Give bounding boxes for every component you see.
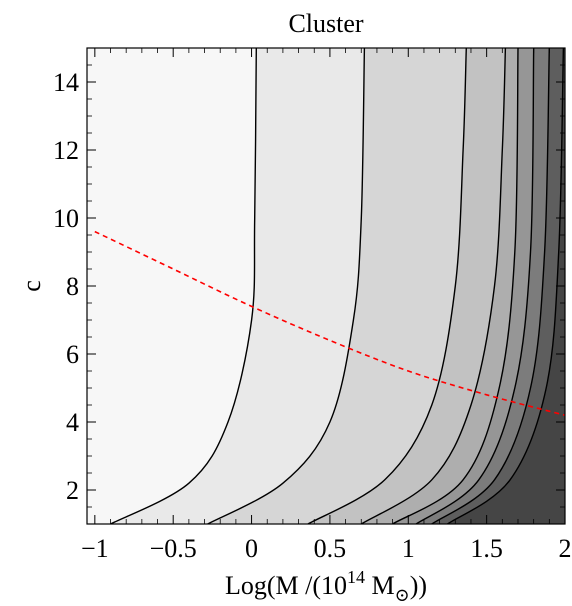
- contour-line: [415, 48, 535, 524]
- x-label-exponent: 14: [347, 567, 365, 587]
- contour-lines: [110, 48, 565, 524]
- contour-line: [307, 48, 467, 524]
- contour-line: [431, 48, 550, 524]
- y-tick-label: 2: [66, 476, 79, 505]
- x-axis-label: Log(M /(1014 M⊙)): [225, 567, 427, 605]
- y-tick-label: 4: [66, 408, 79, 437]
- dashed-curve-layer: [94, 230, 565, 416]
- contour-line: [110, 48, 257, 524]
- y-tick-label: 6: [66, 340, 79, 369]
- y-tick-label: 12: [53, 136, 79, 165]
- contour-region: [447, 48, 565, 524]
- chart-title: Cluster: [288, 9, 363, 38]
- contour-line: [360, 48, 507, 524]
- y-axis-label: c: [17, 280, 46, 292]
- x-tick-label: −1: [81, 534, 109, 563]
- contour-line: [392, 48, 519, 524]
- contour-region: [431, 48, 565, 524]
- x-label-middle: M: [365, 571, 395, 600]
- y-tick-label: 10: [53, 204, 79, 233]
- x-tick-label: 2: [559, 534, 572, 563]
- x-label-subscript: ⊙: [395, 585, 410, 605]
- tick-labels: −1 −0.5 0 0.5 1 1.5 2 2 4 6 8 10 12 14: [53, 68, 572, 563]
- contour-fills: [87, 48, 565, 524]
- x-tick-label: 0: [245, 534, 258, 563]
- contour-line: [207, 48, 366, 524]
- x-tick-label: 1.5: [470, 534, 503, 563]
- x-tick-label: 1: [402, 534, 415, 563]
- y-tick-label: 8: [66, 272, 79, 301]
- axis-ticks: [87, 47, 566, 524]
- x-label-prefix: Log(M /(10: [225, 571, 347, 600]
- dashed-curve: [94, 230, 565, 416]
- x-tick-label: 0.5: [314, 534, 347, 563]
- x-label-suffix: )): [410, 571, 427, 600]
- contour-line: [447, 48, 565, 524]
- y-tick-label: 14: [53, 68, 79, 97]
- x-tick-label: −0.5: [150, 534, 197, 563]
